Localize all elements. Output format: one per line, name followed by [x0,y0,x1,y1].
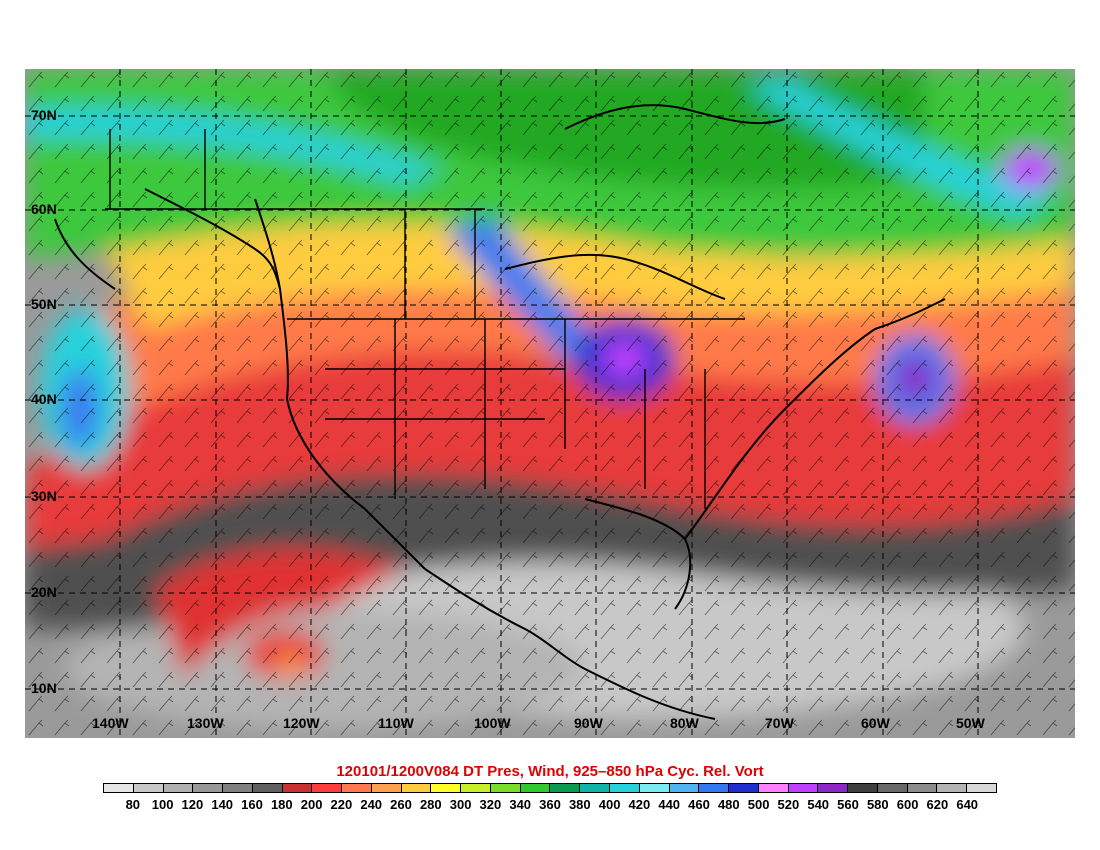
lon-label-120w: 120W [283,715,320,731]
colorbar-label: 280 [419,797,442,812]
lat-label-20n: 20N [31,584,57,600]
colorbar-label: 160 [241,797,263,812]
colorbar-swatch [520,784,551,792]
colorbar-label: 100 [151,797,174,812]
colorbar-swatch [133,784,164,792]
colorbar [103,783,997,793]
coastlines [54,104,946,720]
map-title: 120101/1200V084 DT Pres, Wind, 925–850 h… [336,763,764,780]
colorbar-label: 220 [330,797,353,812]
colorbar-swatch [818,784,849,792]
lat-label-70n: 70N [31,107,57,123]
lon-label-140w: 140W [92,715,129,731]
colorbar-labels: 80 100 120 140 160 180 200 220 240 260 280 300 320 34… [103,797,997,815]
colorbar-label: 240 [360,797,383,812]
colorbar-swatch [461,784,491,792]
colorbar-swatch [699,784,730,792]
colorbar-swatch [610,784,640,792]
colorbar-swatch [104,784,134,792]
colorbar-swatch [580,784,611,792]
colorbar-swatch [758,784,789,792]
colorbar-swatch [669,784,700,792]
colorbar-label: 140 [211,797,234,812]
colorbar-swatch [282,784,313,792]
colorbar-label: 540 [807,797,830,812]
colorbar-swatch [490,784,521,792]
colorbar-swatch [223,784,253,792]
lon-label-90w: 90W [574,715,603,731]
colorbar-swatch [967,784,996,792]
colorbar-label: 460 [688,797,710,812]
colorbar-label: 260 [390,797,412,812]
colorbar-swatch [163,784,194,792]
colorbar-label: 520 [777,797,800,812]
lat-label-40n: 40N [31,391,57,407]
colorbar-swatch [788,784,819,792]
colorbar-label: 120 [181,797,204,812]
colorbar-swatch [401,784,432,792]
colorbar-label: 620 [926,797,949,812]
colorbar-swatch [937,784,968,792]
lon-label-60w: 60W [861,715,890,731]
graticule [25,69,1075,738]
colorbar-label: 480 [717,797,740,812]
colorbar-swatch [371,784,402,792]
lat-label-60n: 60N [31,201,57,217]
colorbar-label: 380 [568,797,591,812]
political-borders [105,129,745,509]
colorbar-swatch [550,784,581,792]
colorbar-label: 420 [628,797,651,812]
colorbar-label: 300 [449,797,472,812]
colorbar-label: 580 [866,797,889,812]
lon-label-110w: 110W [378,715,414,731]
weather-map [25,69,1075,738]
colorbar-label: 200 [300,797,323,812]
colorbar-label: 440 [658,797,681,812]
colorbar-label: 560 [837,797,859,812]
colorbar-swatch [342,784,372,792]
colorbar-swatch [729,784,759,792]
colorbar-label: 360 [539,797,561,812]
colorbar-swatch [312,784,343,792]
lon-label-70w: 70W [765,715,794,731]
lon-label-100w: 100W [474,715,511,731]
colorbar-label: 400 [598,797,621,812]
colorbar-swatch [193,784,224,792]
colorbar-swatch [877,784,908,792]
colorbar-label: 320 [479,797,502,812]
colorbar-label: 500 [747,797,770,812]
lat-label-50n: 50N [31,296,57,312]
colorbar-label: 180 [270,797,293,812]
lon-label-130w: 130W [187,715,224,731]
colorbar-label: 80 [125,797,141,812]
colorbar-label: 600 [896,797,919,812]
colorbar-label: 340 [509,797,532,812]
wind-barbs [25,69,1075,738]
colorbar-swatch [848,784,878,792]
lat-label-30n: 30N [31,488,57,504]
lon-label-80w: 80W [670,715,699,731]
lat-label-10n: 10N [31,680,57,696]
colorbar-swatch [907,784,938,792]
lon-label-50w: 50W [956,715,985,731]
colorbar-swatch [639,784,670,792]
colorbar-swatch [431,784,462,792]
map-panel: 70N 60N 50N 40N 30N 20N 10N 140W 130W 12… [25,69,1075,738]
colorbar-label: 640 [956,797,979,812]
colorbar-swatch [252,784,283,792]
